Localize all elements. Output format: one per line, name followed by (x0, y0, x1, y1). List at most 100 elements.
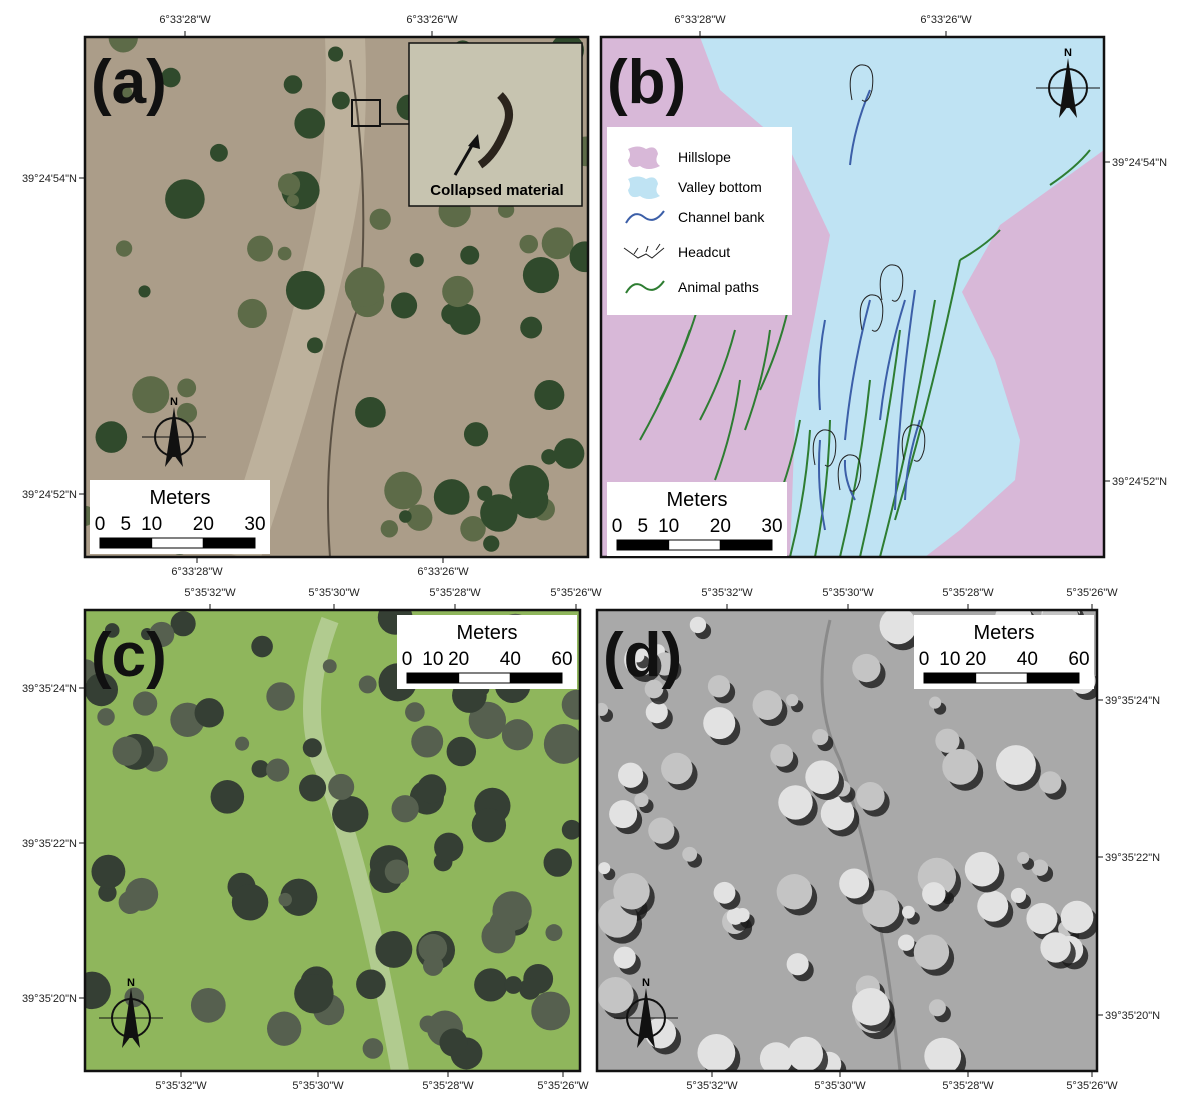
north-label: N (127, 977, 135, 989)
tree (519, 978, 540, 999)
tree (856, 782, 885, 811)
coordinate-label: 5°35'30"W (814, 1080, 866, 1092)
panel-label: (b) (607, 48, 686, 117)
tree (554, 438, 585, 469)
tree (132, 376, 169, 413)
tree (384, 472, 422, 510)
tree (924, 1038, 961, 1075)
tree (171, 611, 196, 636)
tree (852, 988, 890, 1026)
tree (852, 654, 880, 682)
tree (266, 682, 294, 710)
tree (481, 919, 515, 953)
north-label: N (1064, 47, 1072, 59)
tree (375, 931, 412, 968)
tree (618, 763, 643, 788)
coordinate-label: 5°35'30"W (292, 1080, 344, 1092)
tree (1026, 903, 1057, 934)
tree (634, 793, 648, 807)
tree (1011, 888, 1026, 903)
coordinate-label: 6°33'28"W (159, 14, 211, 26)
tree (332, 92, 350, 110)
tree (597, 977, 633, 1013)
coordinate-label: 6°33'26"W (406, 14, 458, 26)
tree (439, 1029, 467, 1057)
coordinate-label: 6°33'26"W (417, 566, 469, 578)
coordinate-label: 5°35'32"W (155, 1080, 207, 1092)
tree (211, 780, 245, 814)
coordinate-label: 6°33'28"W (674, 14, 726, 26)
tree (73, 972, 111, 1010)
tree (287, 194, 299, 206)
tree (690, 617, 706, 633)
legend-swatch (628, 177, 660, 200)
tree (697, 1034, 735, 1072)
tree (935, 729, 959, 753)
tree (502, 719, 533, 750)
coordinate-label: 6°33'28"W (171, 566, 223, 578)
tree (410, 253, 424, 267)
tree (434, 833, 463, 862)
tree (534, 380, 564, 410)
tree (880, 607, 917, 644)
scale-tick-label: 60 (1068, 649, 1089, 670)
scale-title: Meters (973, 622, 1034, 644)
tree (483, 536, 499, 552)
scale-segment (720, 540, 772, 550)
tree (138, 285, 150, 297)
tree (266, 759, 289, 782)
tree (323, 659, 337, 673)
coordinate-label: 39°24'54"N (1112, 157, 1167, 169)
legend-label: Channel bank (678, 209, 765, 225)
scale-tick-label: 20 (448, 649, 469, 670)
coordinate-label: 5°35'32"W (701, 587, 753, 599)
scale-segment (976, 673, 1028, 683)
tree (1017, 852, 1029, 864)
legend-label: Valley bottom (678, 179, 762, 195)
tree (359, 676, 377, 694)
tree (391, 292, 417, 318)
coordinate-label: 5°35'30"W (308, 587, 360, 599)
scale-tick-label: 40 (1017, 649, 1038, 670)
tree (460, 246, 479, 265)
tree (447, 737, 476, 766)
tree (356, 970, 386, 1000)
tree (464, 422, 488, 446)
legend-label: Animal paths (678, 279, 759, 295)
tree (385, 859, 409, 883)
scale-tick-label: 0 (95, 514, 106, 535)
tree (278, 173, 300, 195)
scale-tick-label: 10 (422, 649, 443, 670)
scale-tick-label: 0 (612, 516, 623, 537)
scale-segment (152, 538, 204, 548)
tree (914, 934, 949, 969)
tree (544, 848, 572, 876)
tree (922, 882, 946, 906)
tree (613, 873, 649, 909)
tree (1061, 901, 1094, 934)
coordinate-label: 6°33'26"W (920, 14, 972, 26)
tree (381, 520, 398, 537)
tree (116, 240, 132, 256)
tree (965, 852, 1000, 887)
coordinate-label: 39°35'24"N (22, 683, 77, 695)
scale-tick-label: 0 (402, 649, 413, 670)
tree (210, 144, 228, 162)
tree (125, 878, 158, 911)
coordinate-label: 39°24'54"N (22, 173, 77, 185)
tree (902, 906, 915, 919)
tree (682, 847, 697, 862)
scale-segment (617, 540, 643, 550)
tree (370, 209, 391, 230)
tree (363, 1038, 384, 1059)
scale-tick-label: 10 (939, 649, 960, 670)
coordinate-label: 39°35'22"N (22, 838, 77, 850)
tree (97, 708, 114, 725)
tree (648, 817, 674, 843)
tree (474, 968, 507, 1001)
scale-tick-label: 0 (919, 649, 930, 670)
tree (251, 636, 273, 658)
scale-segment (1027, 673, 1079, 683)
coordinate-label: 5°35'32"W (686, 1080, 738, 1092)
scale-title: Meters (149, 487, 210, 509)
